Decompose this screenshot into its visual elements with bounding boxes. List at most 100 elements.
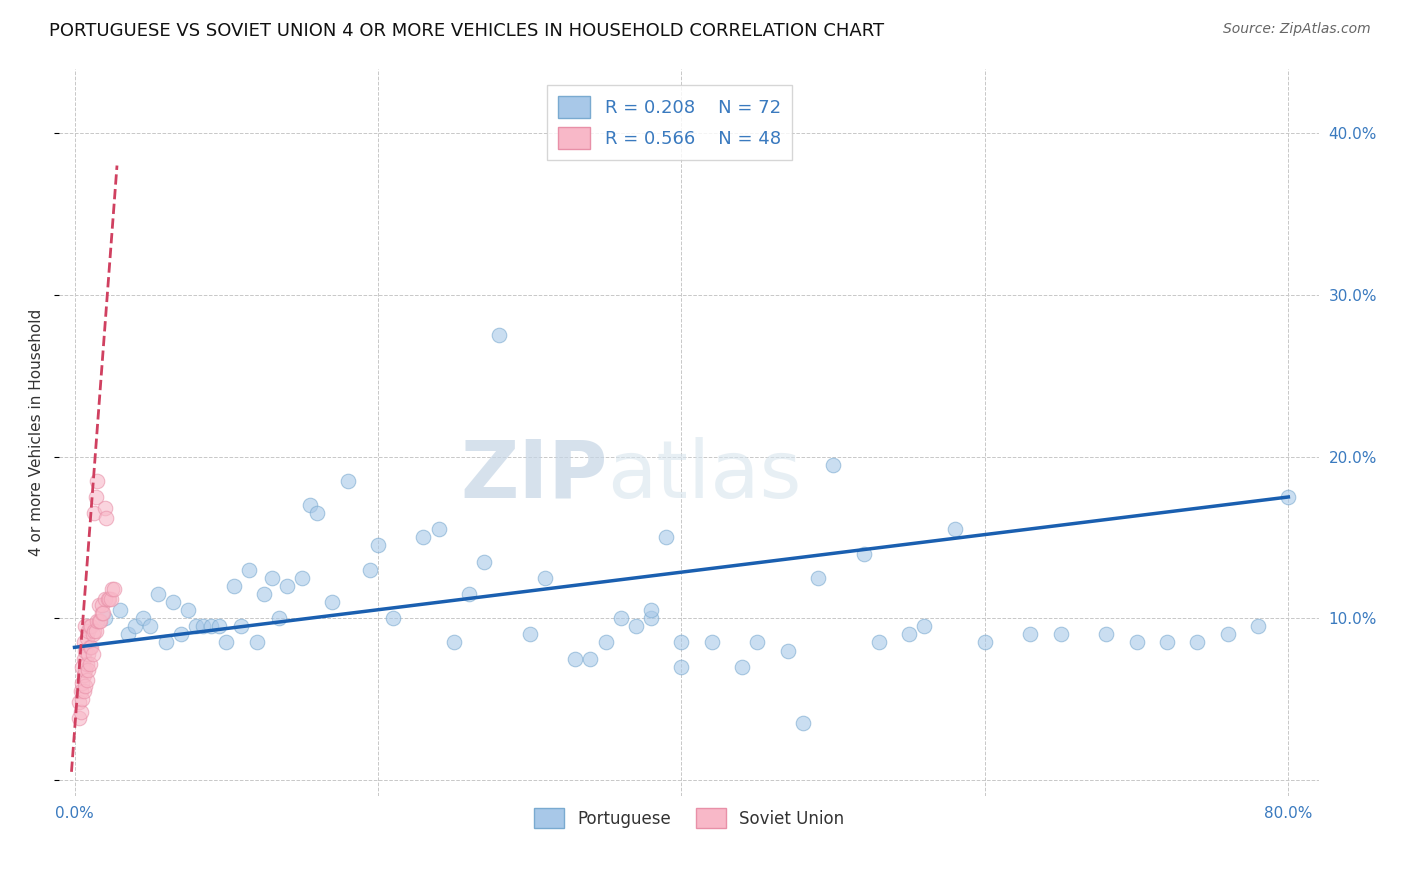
Point bbox=[868, 635, 890, 649]
Point bbox=[1049, 627, 1071, 641]
Point bbox=[671, 635, 693, 649]
Point bbox=[67, 695, 90, 709]
Point bbox=[98, 591, 121, 606]
Point bbox=[132, 611, 155, 625]
Point bbox=[96, 511, 118, 525]
Point bbox=[77, 663, 100, 677]
Point bbox=[747, 635, 769, 649]
Point bbox=[79, 619, 101, 633]
Point bbox=[80, 640, 103, 655]
Point bbox=[108, 603, 131, 617]
Point bbox=[86, 474, 108, 488]
Point bbox=[215, 635, 238, 649]
Point bbox=[458, 587, 481, 601]
Point bbox=[776, 643, 799, 657]
Point bbox=[139, 619, 162, 633]
Point bbox=[640, 603, 662, 617]
Point bbox=[595, 635, 617, 649]
Point bbox=[101, 582, 124, 596]
Text: PORTUGUESE VS SOVIET UNION 4 OR MORE VEHICLES IN HOUSEHOLD CORRELATION CHART: PORTUGUESE VS SOVIET UNION 4 OR MORE VEH… bbox=[49, 22, 884, 40]
Point bbox=[86, 615, 108, 629]
Point bbox=[291, 571, 314, 585]
Point bbox=[77, 624, 100, 639]
Point bbox=[117, 627, 139, 641]
Point bbox=[83, 624, 105, 639]
Point bbox=[91, 607, 114, 621]
Point bbox=[72, 684, 94, 698]
Point bbox=[260, 571, 283, 585]
Point bbox=[177, 603, 200, 617]
Point bbox=[245, 635, 267, 649]
Point bbox=[898, 627, 921, 641]
Point bbox=[75, 643, 97, 657]
Point bbox=[974, 635, 997, 649]
Point bbox=[94, 591, 117, 606]
Point bbox=[87, 599, 110, 613]
Point bbox=[75, 619, 97, 633]
Point bbox=[200, 619, 222, 633]
Point bbox=[76, 631, 98, 645]
Point bbox=[97, 591, 120, 606]
Point bbox=[731, 659, 754, 673]
Point bbox=[77, 647, 100, 661]
Point bbox=[70, 692, 93, 706]
Point bbox=[367, 539, 389, 553]
Point bbox=[1247, 619, 1270, 633]
Point bbox=[823, 458, 845, 472]
Point bbox=[208, 619, 231, 633]
Point bbox=[1277, 490, 1299, 504]
Point bbox=[564, 651, 586, 665]
Point bbox=[1187, 635, 1209, 649]
Point bbox=[276, 579, 298, 593]
Point bbox=[75, 663, 97, 677]
Point bbox=[94, 611, 117, 625]
Point bbox=[70, 659, 93, 673]
Y-axis label: 4 or more Vehicles in Household: 4 or more Vehicles in Household bbox=[30, 309, 44, 556]
Point bbox=[94, 501, 117, 516]
Point bbox=[807, 571, 830, 585]
Point bbox=[170, 627, 193, 641]
Point bbox=[579, 651, 602, 665]
Point bbox=[1019, 627, 1042, 641]
Point bbox=[269, 611, 291, 625]
Point bbox=[79, 640, 101, 655]
Point bbox=[472, 555, 495, 569]
Point bbox=[609, 611, 631, 625]
Point bbox=[80, 619, 103, 633]
Point bbox=[72, 668, 94, 682]
Point bbox=[193, 619, 215, 633]
Point bbox=[82, 647, 104, 661]
Text: ZIP: ZIP bbox=[460, 437, 607, 515]
Point bbox=[231, 619, 253, 633]
Point bbox=[75, 679, 97, 693]
Legend: Portuguese, Soviet Union: Portuguese, Soviet Union bbox=[527, 801, 851, 835]
Point bbox=[76, 673, 98, 687]
Text: atlas: atlas bbox=[607, 437, 801, 515]
Point bbox=[700, 635, 723, 649]
Point bbox=[534, 571, 557, 585]
Point bbox=[69, 705, 91, 719]
Point bbox=[90, 599, 112, 613]
Point bbox=[307, 506, 329, 520]
Point bbox=[82, 627, 104, 641]
Point bbox=[124, 619, 146, 633]
Point bbox=[382, 611, 405, 625]
Point bbox=[72, 635, 94, 649]
Point bbox=[67, 711, 90, 725]
Point bbox=[79, 657, 101, 671]
Point bbox=[72, 651, 94, 665]
Point bbox=[852, 547, 875, 561]
Point bbox=[162, 595, 184, 609]
Point bbox=[519, 627, 541, 641]
Point bbox=[640, 611, 662, 625]
Point bbox=[70, 676, 93, 690]
Point bbox=[69, 684, 91, 698]
Point bbox=[412, 530, 434, 544]
Point bbox=[488, 328, 510, 343]
Point bbox=[100, 591, 122, 606]
Text: Source: ZipAtlas.com: Source: ZipAtlas.com bbox=[1223, 22, 1371, 37]
Point bbox=[238, 563, 260, 577]
Point bbox=[87, 615, 110, 629]
Point bbox=[298, 498, 321, 512]
Point bbox=[359, 563, 381, 577]
